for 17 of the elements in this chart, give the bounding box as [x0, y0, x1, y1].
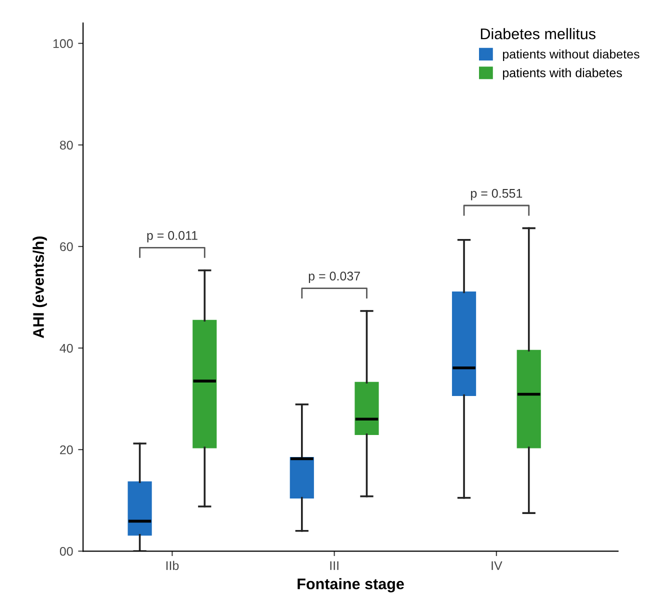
annotation: p = 0.011 [147, 231, 198, 242]
y-tick-label: 00 [60, 546, 73, 556]
x-tick-label: III [330, 561, 338, 570]
y-axis-title: AHI (events/h) [32, 236, 47, 338]
x-axis-title: Fontaine stage [298, 578, 404, 592]
y-tick-label: 80 [60, 140, 73, 150]
y-tick-label: 60 [60, 242, 73, 252]
y-tick-label: 20 [60, 445, 73, 454]
annotation: p = 0.037 [308, 272, 360, 283]
y-tick-label: 40 [60, 344, 73, 353]
y-tick-label: 100 [53, 39, 73, 48]
annotation: p = 0.551 [471, 188, 522, 200]
x-tick-label: IV [492, 561, 502, 570]
x-tick-label: IIb [166, 560, 179, 570]
legend-label: patients without diabetes [503, 49, 640, 62]
legend-title: Diabetes mellitus [480, 28, 596, 40]
legend-label: patients with diabetes [503, 68, 622, 80]
